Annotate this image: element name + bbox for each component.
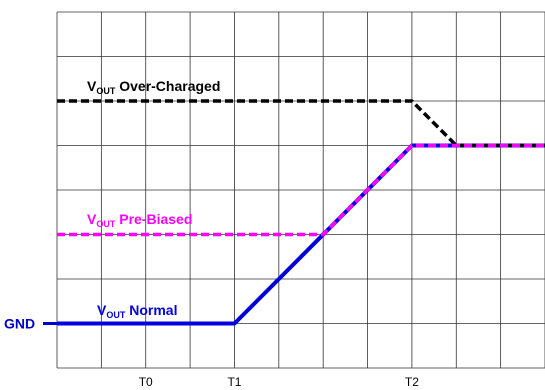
series-layer (57, 99, 545, 326)
series-label-pre-biased: VOUT Pre-Biased (87, 211, 192, 229)
series-line-pre-biased (57, 143, 545, 237)
gnd-label: GND (4, 316, 35, 332)
x-tick-label: T1 (227, 375, 241, 389)
series-line-over-charged (57, 99, 545, 148)
series-label-over-charged: VOUT Over-Charaged (87, 78, 220, 96)
series-label-normal: VOUT Normal (97, 302, 177, 320)
x-tick-label: T0 (139, 375, 153, 389)
x-tick-label: T2 (405, 375, 419, 389)
label-layer: T0 T1 T2 GND VOUT Normal VOUT Pre-Biased VOUT … (4, 78, 419, 389)
